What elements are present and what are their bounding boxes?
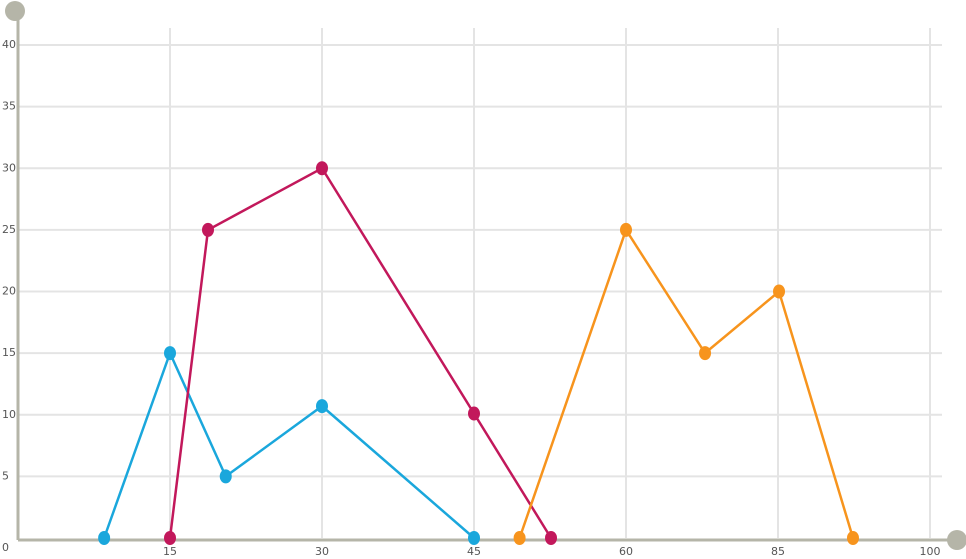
axis-cap xyxy=(947,530,966,550)
x-tick-label: 85 xyxy=(771,545,785,558)
x-tick-label: 30 xyxy=(315,545,329,558)
point xyxy=(699,346,712,361)
point xyxy=(316,399,328,414)
point xyxy=(468,406,480,421)
y-tick-label: 15 xyxy=(2,346,16,359)
point xyxy=(98,531,111,545)
point xyxy=(773,284,786,299)
point xyxy=(219,469,232,484)
y-tick-label: 40 xyxy=(2,38,16,51)
point xyxy=(316,161,328,176)
series-line xyxy=(102,349,475,539)
axis-cap xyxy=(5,1,25,21)
x-tick-label: 15 xyxy=(163,545,177,558)
point xyxy=(468,531,480,545)
point xyxy=(545,531,558,545)
y-tick-label: 10 xyxy=(2,408,16,421)
y-tick-label: 30 xyxy=(2,161,16,174)
y-tick-label: 25 xyxy=(2,223,16,236)
grid xyxy=(18,28,942,538)
y-tick-label: 5 xyxy=(2,469,9,482)
y-tick-label: 35 xyxy=(2,100,16,113)
point xyxy=(846,531,859,545)
x-tick-label: 100 xyxy=(920,545,941,558)
y-tick-label: 20 xyxy=(2,285,16,298)
point xyxy=(620,222,632,237)
point xyxy=(202,222,214,237)
series-line xyxy=(518,227,855,539)
y-tick-label: 0 xyxy=(2,541,9,554)
x-tick-label: 60 xyxy=(619,545,633,558)
point xyxy=(164,531,176,545)
point xyxy=(164,346,176,361)
x-tick-label: 45 xyxy=(467,545,481,558)
point xyxy=(513,531,526,545)
